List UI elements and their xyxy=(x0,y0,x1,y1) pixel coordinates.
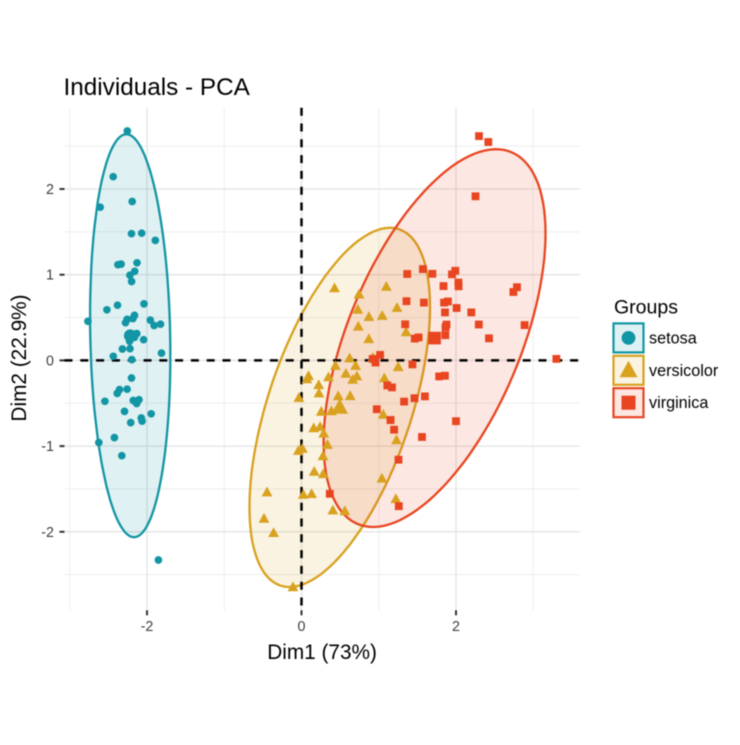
svg-text:setosa: setosa xyxy=(649,329,697,347)
svg-text:Dim1 (73%): Dim1 (73%) xyxy=(267,641,377,664)
svg-text:Individuals - PCA: Individuals - PCA xyxy=(64,74,251,101)
svg-text:Groups: Groups xyxy=(614,297,678,319)
svg-text:versicolor: versicolor xyxy=(649,362,719,380)
svg-text:Dim2 (22.9%): Dim2 (22.9%) xyxy=(8,294,31,421)
svg-text:2: 2 xyxy=(46,182,54,198)
svg-text:virginica: virginica xyxy=(649,394,708,412)
svg-text:0: 0 xyxy=(298,619,306,635)
svg-text:0: 0 xyxy=(46,353,54,369)
svg-text:-1: -1 xyxy=(41,439,54,455)
svg-text:-2: -2 xyxy=(141,619,154,635)
svg-text:1: 1 xyxy=(46,268,54,284)
svg-text:2: 2 xyxy=(452,619,460,635)
svg-text:-2: -2 xyxy=(41,525,54,541)
